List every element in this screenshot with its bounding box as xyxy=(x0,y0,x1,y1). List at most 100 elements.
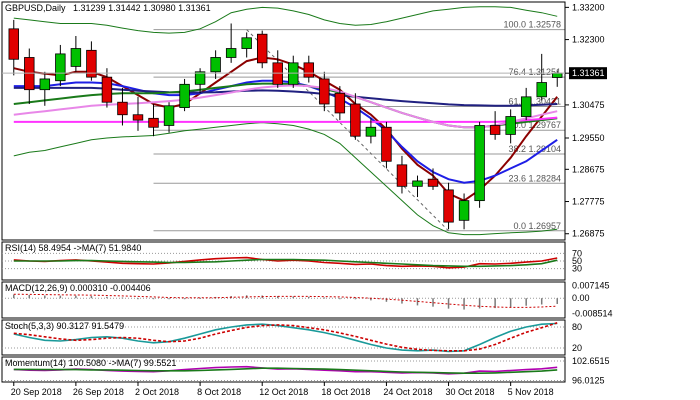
macd-histogram-bar xyxy=(75,295,77,299)
indicator-tick-label: 70 xyxy=(572,248,582,258)
price-tick-label: 1.27775 xyxy=(572,197,605,207)
candle-body xyxy=(225,48,237,58)
macd-histogram-bar xyxy=(385,298,388,302)
macd-histogram-bar xyxy=(323,297,326,299)
candle-body xyxy=(148,117,159,128)
candle-body xyxy=(256,33,268,64)
ohlc-values: 1.31239 1.31442 1.30980 1.31361 xyxy=(73,3,211,13)
macd-histogram-bar xyxy=(525,298,527,306)
macd-histogram-bar xyxy=(478,298,481,309)
price-tick-label: 1.30475 xyxy=(572,100,605,110)
candle-body xyxy=(536,82,547,98)
candle-body xyxy=(194,71,206,85)
indicator-tick-label: 80 xyxy=(572,322,582,332)
candle-body xyxy=(427,178,439,187)
candle-body xyxy=(365,126,377,137)
candle-body xyxy=(132,114,144,121)
macd-histogram-bar xyxy=(183,298,186,300)
fibonacci-level-label: 76.4 1.31251 xyxy=(508,67,561,77)
macd-histogram-bar xyxy=(509,298,512,308)
bollinger-lower-band xyxy=(13,122,558,236)
macd-histogram-bar xyxy=(152,298,155,300)
indicator-tick-label: 96.0125 xyxy=(572,375,605,385)
indicator-tick-label: 50 xyxy=(572,256,582,266)
price-tick-label: 1.33200 xyxy=(572,2,605,12)
moving-average-line xyxy=(13,56,558,202)
candle-body xyxy=(474,125,485,202)
candle-body xyxy=(179,83,190,108)
rsi-line xyxy=(13,258,558,268)
candle-body xyxy=(443,189,454,223)
candle-body xyxy=(86,49,97,78)
candle-body xyxy=(396,164,408,187)
last-price-marker xyxy=(569,67,607,80)
date-tick-label: 12 Oct 2018 xyxy=(259,387,308,397)
candle-body xyxy=(303,62,315,78)
momentum-line xyxy=(13,367,558,375)
date-tick-label: 5 Nov 2018 xyxy=(508,387,554,397)
indicator-tick-label: -0.008514 xyxy=(572,309,613,319)
candle-body xyxy=(117,101,128,116)
macd-histogram-bar xyxy=(432,298,434,307)
candle-body xyxy=(8,28,19,60)
indicator-header: RSI(14) 58.4954 ->MA(7) 51.9840 xyxy=(5,243,141,253)
candle-body xyxy=(319,78,330,105)
date-tick-label: 26 Sep 2018 xyxy=(73,387,124,397)
candle-body xyxy=(70,48,82,67)
candle-body xyxy=(520,96,532,117)
date-tick-label: 20 Sep 2018 xyxy=(11,387,62,397)
bollinger-upper-band xyxy=(13,6,558,34)
candle-body xyxy=(381,126,392,162)
candle-body xyxy=(55,53,66,82)
price-tick-label: 1.26875 xyxy=(572,229,605,239)
indicator-tick-label: 102.6515 xyxy=(572,356,610,366)
candle-body xyxy=(505,116,516,135)
candle-body xyxy=(350,103,361,137)
candle-body xyxy=(489,125,501,135)
candle-body xyxy=(163,105,175,126)
indicator-header: MACD(12,26,9) 0.000310 -0.004406 xyxy=(5,283,151,293)
price-tick-label: 1.31361 xyxy=(572,68,605,78)
candle-body xyxy=(412,180,423,187)
macd-histogram-bar xyxy=(13,294,15,299)
macd-histogram-bar xyxy=(370,298,372,301)
macd-histogram-bar xyxy=(339,298,341,300)
macd-histogram-bar xyxy=(540,298,543,305)
candle-body xyxy=(210,57,221,73)
indicator-header: Stoch(5,3,3) 90.3127 91.5479 xyxy=(5,321,124,331)
date-tick-label: 18 Oct 2018 xyxy=(321,387,370,397)
chart-header: GBPUSD,Daily 1.31239 1.31442 1.30980 1.3… xyxy=(5,3,211,13)
candle-body xyxy=(241,37,252,49)
date-tick-label: 30 Oct 2018 xyxy=(446,387,495,397)
macd-histogram-bar xyxy=(401,298,403,304)
macd-histogram-bar xyxy=(121,297,124,299)
indicator-header: Momentum(14) 100.5080 ->MA(7) 99.5521 xyxy=(5,358,176,368)
macd-histogram-bar xyxy=(354,298,357,300)
indicator-tick-label: 30 xyxy=(572,264,582,274)
macd-histogram-bar xyxy=(90,296,93,299)
price-tick-label: 1.28675 xyxy=(572,164,605,174)
macd-histogram-bar xyxy=(494,298,496,309)
candle-body xyxy=(552,72,563,78)
date-axis: 20 Sep 2018 26 Sep 2018 2 Oct 2018 8 Oct 20… xyxy=(11,382,554,397)
price-tick-label: 1.32300 xyxy=(572,35,605,45)
macd-histogram-bar xyxy=(44,295,46,299)
macd-histogram-bar xyxy=(199,297,201,299)
macd-histogram-bar xyxy=(106,296,108,299)
symbol-label: GBPUSD,Daily xyxy=(5,3,66,13)
macd-histogram-bar xyxy=(308,296,310,299)
candle-body xyxy=(458,200,470,221)
date-tick-label: 2 Oct 2018 xyxy=(135,387,179,397)
indicator-tick-label: 0.007145 xyxy=(572,280,610,290)
date-tick-label: 8 Oct 2018 xyxy=(197,387,241,397)
moving-average-line xyxy=(13,116,558,123)
fibonacci-level-label: 23.6 1.28284 xyxy=(508,173,561,183)
fibonacci-level-label: 0.0 1.26957 xyxy=(513,221,561,231)
fibonacci-level-label: 100.0 1.32578 xyxy=(503,20,561,30)
macd-histogram-bar xyxy=(447,298,450,309)
candle-body xyxy=(39,78,51,91)
macd-histogram-bar xyxy=(416,298,419,306)
